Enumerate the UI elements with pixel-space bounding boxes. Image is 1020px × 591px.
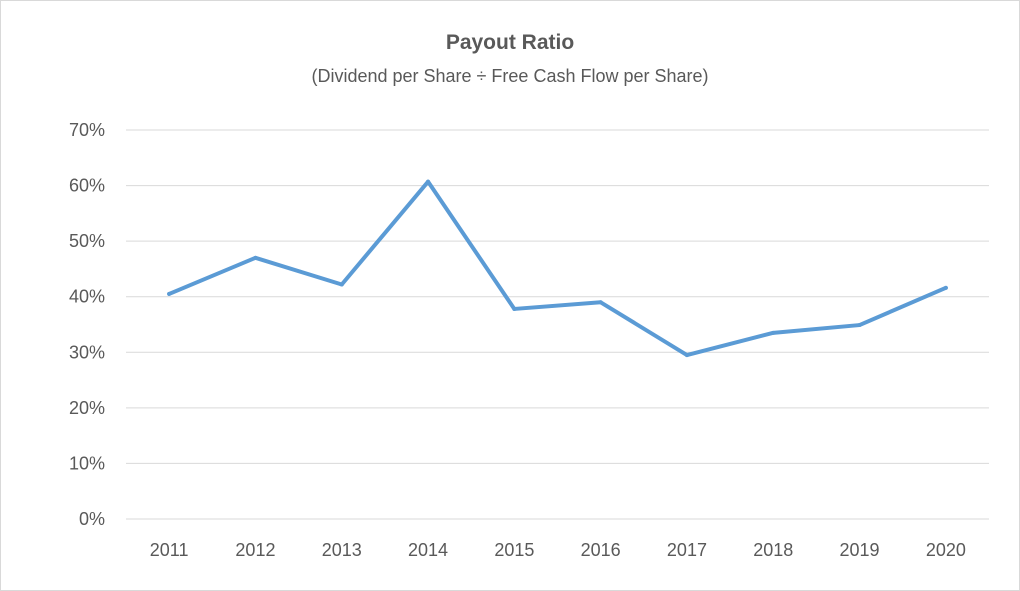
x-tick-label: 2019 [840, 540, 880, 560]
x-tick-label: 2013 [322, 540, 362, 560]
data-point [339, 282, 344, 287]
y-tick-label: 50% [69, 231, 105, 251]
chart-subtitle: (Dividend per Share ÷ Free Cash Flow per… [311, 66, 709, 86]
x-tick-label: 2011 [150, 540, 189, 560]
data-point [857, 323, 862, 328]
x-tick-label: 2020 [926, 540, 966, 560]
chart-title: Payout Ratio [445, 31, 575, 54]
y-tick-label: 60% [69, 176, 105, 196]
data-point [598, 300, 603, 305]
y-tick-label: 0% [79, 509, 105, 529]
x-tick-label: 2014 [408, 540, 448, 560]
x-tick-label: 2017 [667, 540, 707, 560]
data-point [426, 179, 431, 184]
y-tick-label: 30% [69, 342, 105, 362]
y-tick-label: 20% [69, 398, 105, 418]
data-point [253, 255, 258, 260]
y-tick-label: 10% [69, 453, 105, 473]
data-point [684, 353, 689, 358]
x-tick-label: 2012 [235, 540, 275, 560]
x-tick-label: 2018 [753, 540, 793, 560]
series-line [167, 179, 948, 358]
x-tick-label: 2016 [581, 540, 621, 560]
data-point [943, 285, 948, 290]
data-point [771, 330, 776, 335]
data-point [167, 291, 172, 296]
x-tick-label: 2015 [494, 540, 534, 560]
y-tick-label: 70% [69, 120, 105, 140]
data-point [512, 306, 517, 311]
y-tick-label: 40% [69, 287, 105, 307]
